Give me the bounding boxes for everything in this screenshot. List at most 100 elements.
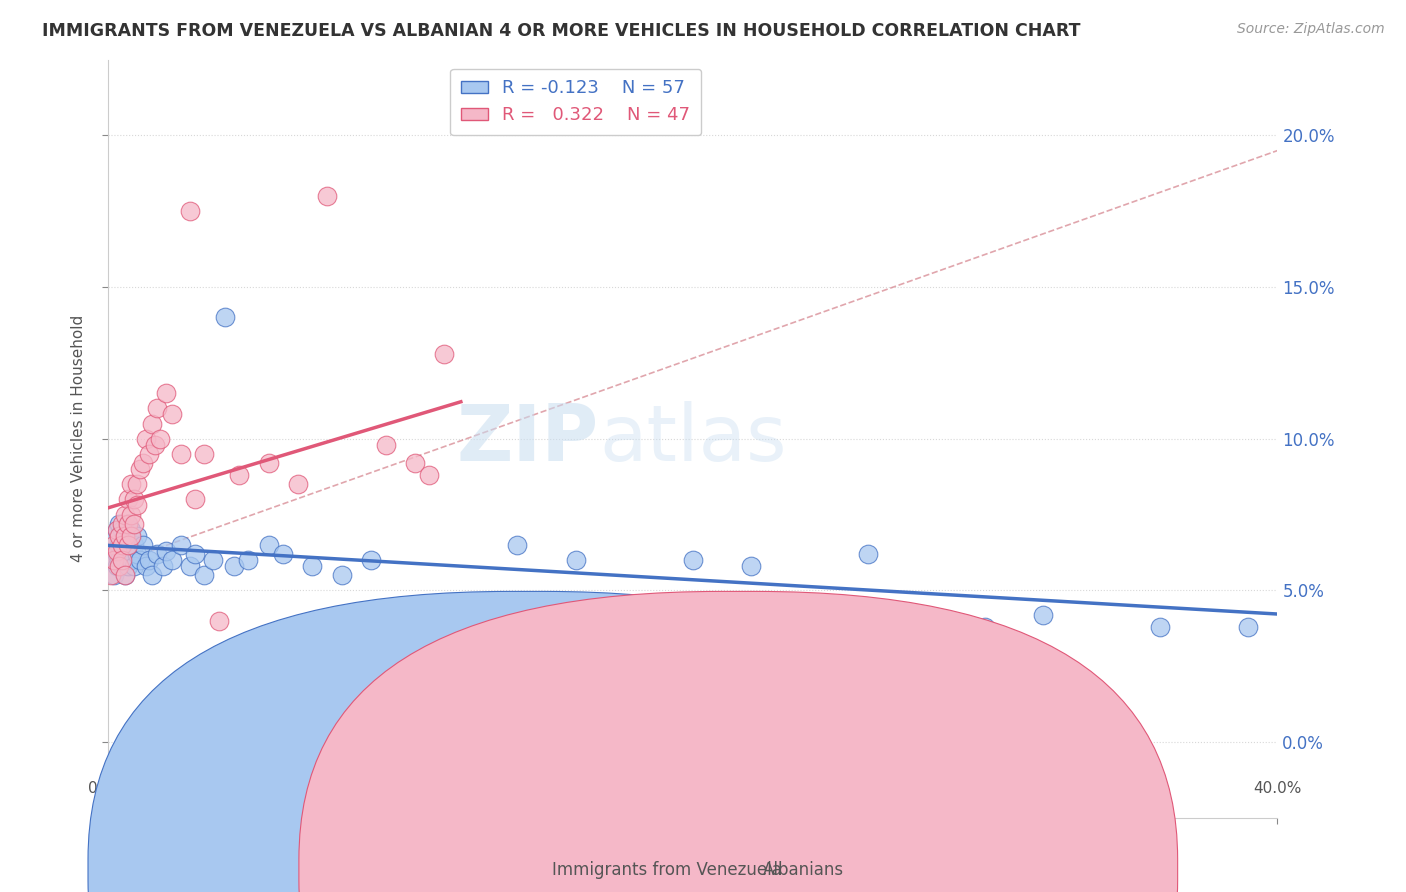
Point [100, 553, 122, 567]
Point [564, 553, 586, 567]
Point [108, 538, 131, 552]
Point [114, 568, 136, 582]
Point [856, 547, 879, 561]
Point [740, 559, 762, 574]
Point [179, 204, 201, 219]
Point [404, 456, 426, 470]
Point [114, 529, 136, 543]
Point [114, 553, 136, 567]
Point [214, 310, 236, 325]
Text: Source: ZipAtlas.com: Source: ZipAtlas.com [1237, 22, 1385, 37]
Point [103, 553, 125, 567]
Point [184, 492, 207, 507]
Point [105, 547, 128, 561]
Point [179, 559, 201, 574]
Point [103, 529, 125, 543]
Point [374, 438, 396, 452]
Point [114, 508, 136, 522]
Point [1032, 607, 1054, 622]
Point [125, 477, 148, 491]
Point [108, 516, 131, 531]
Point [132, 538, 155, 552]
Point [122, 516, 145, 531]
Point [108, 529, 131, 543]
Point [160, 553, 183, 567]
Point [120, 529, 142, 543]
Text: Immigrants from Venezuela: Immigrants from Venezuela [553, 861, 782, 879]
Point [1237, 620, 1260, 634]
Point [111, 559, 134, 574]
Point [184, 547, 207, 561]
Point [105, 544, 128, 558]
Point [418, 468, 440, 483]
Point [506, 538, 529, 552]
Point [111, 553, 134, 567]
Point [155, 544, 177, 558]
Point [111, 523, 134, 537]
Point [138, 553, 160, 567]
Point [114, 529, 136, 543]
Point [111, 544, 134, 558]
Point [170, 538, 193, 552]
Point [122, 492, 145, 507]
Legend: R = -0.123    N = 57, R =   0.322    N = 47: R = -0.123 N = 57, R = 0.322 N = 47 [450, 69, 702, 136]
Point [120, 553, 142, 567]
Point [125, 499, 148, 513]
Point [111, 516, 134, 531]
Point [105, 559, 128, 574]
Point [193, 447, 215, 461]
Point [202, 553, 225, 567]
Point [114, 568, 136, 582]
Point [103, 538, 125, 552]
Point [111, 538, 134, 552]
Text: IMMIGRANTS FROM VENEZUELA VS ALBANIAN 4 OR MORE VEHICLES IN HOUSEHOLD CORRELATIO: IMMIGRANTS FROM VENEZUELA VS ALBANIAN 4 … [42, 22, 1081, 40]
Text: Albanians: Albanians [763, 861, 844, 879]
Point [301, 559, 323, 574]
Point [257, 456, 280, 470]
Point [117, 492, 139, 507]
Text: ZIP: ZIP [457, 401, 599, 476]
Point [108, 553, 131, 567]
Point [222, 559, 245, 574]
Point [122, 538, 145, 552]
Point [122, 559, 145, 574]
Point [149, 432, 172, 446]
Point [117, 538, 139, 552]
Point [682, 553, 704, 567]
Point [152, 559, 174, 574]
Point [135, 559, 157, 574]
Point [129, 462, 152, 476]
Text: 0.0%: 0.0% [89, 781, 127, 796]
Point [360, 553, 382, 567]
Point [120, 523, 142, 537]
Point [146, 401, 169, 416]
Text: atlas: atlas [599, 401, 786, 476]
Point [108, 559, 131, 574]
Point [271, 547, 294, 561]
Point [117, 516, 139, 531]
Point [105, 523, 128, 537]
Point [120, 544, 142, 558]
Point [103, 568, 125, 582]
Y-axis label: 4 or more Vehicles in Household: 4 or more Vehicles in Household [72, 315, 86, 562]
Point [100, 568, 122, 582]
Point [132, 456, 155, 470]
Point [141, 417, 163, 431]
Point [105, 523, 128, 537]
Point [111, 538, 134, 552]
Point [228, 468, 250, 483]
Point [193, 568, 215, 582]
Point [208, 614, 231, 628]
Point [138, 447, 160, 461]
Point [143, 438, 166, 452]
Point [135, 432, 157, 446]
Point [120, 477, 142, 491]
Point [316, 189, 339, 203]
Point [344, 638, 367, 652]
Point [155, 386, 177, 401]
Point [1149, 620, 1171, 634]
Point [257, 538, 280, 552]
Point [125, 529, 148, 543]
Point [117, 559, 139, 574]
Point [125, 547, 148, 561]
